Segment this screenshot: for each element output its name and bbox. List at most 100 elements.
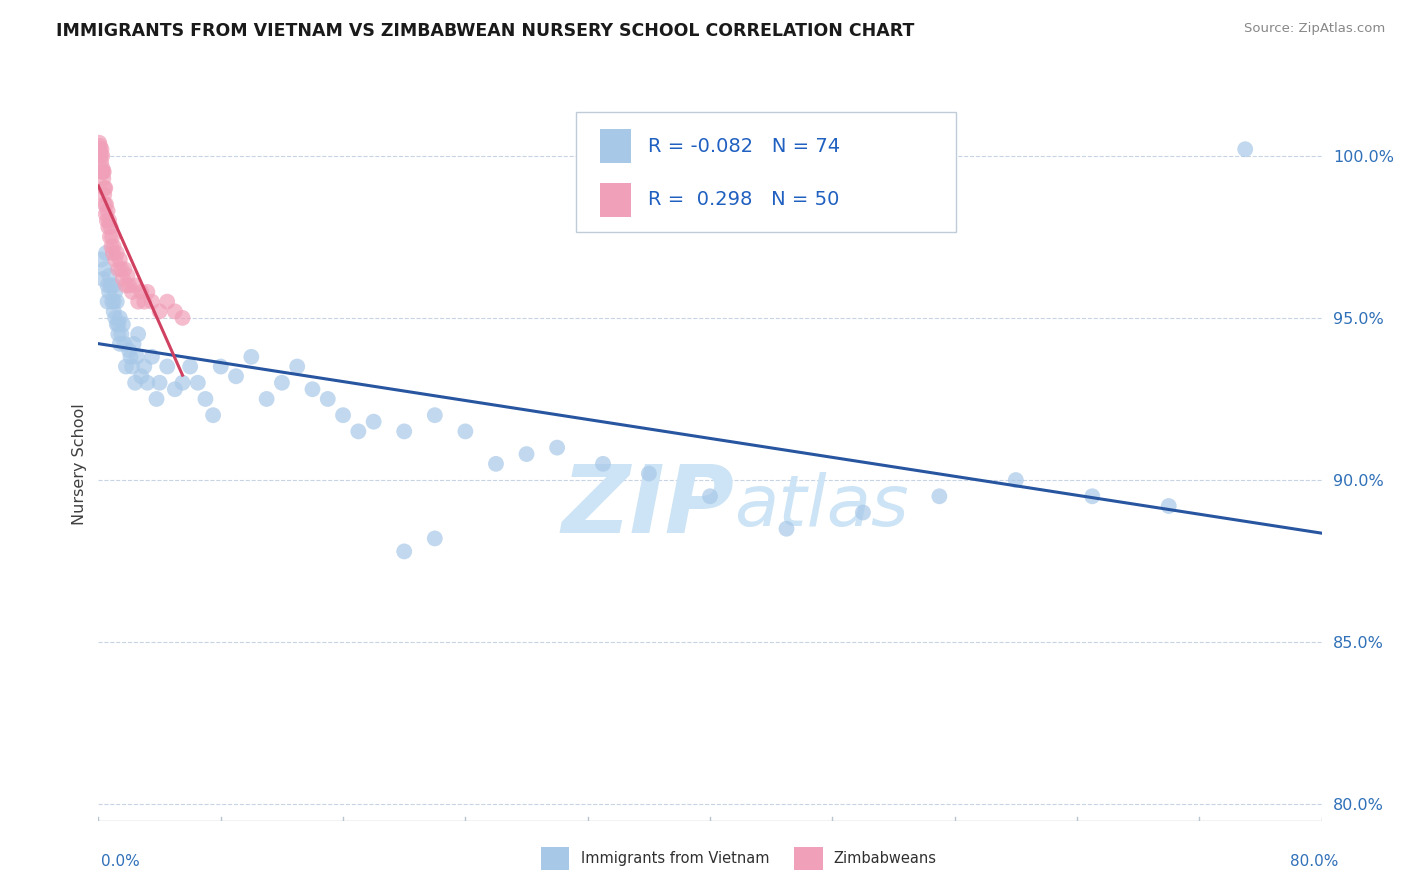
Point <box>129 369 152 384</box>
Text: ZIP: ZIP <box>561 460 734 553</box>
Point <box>256 392 278 406</box>
Point <box>97 294 120 309</box>
Point <box>172 310 194 325</box>
Point <box>112 336 135 351</box>
Point <box>1157 499 1180 513</box>
Point <box>98 229 121 244</box>
Point <box>115 278 138 293</box>
Point <box>110 327 132 342</box>
Point <box>90 142 112 156</box>
Point <box>637 467 661 481</box>
Point <box>100 220 122 235</box>
Point <box>202 408 225 422</box>
Point <box>156 359 179 374</box>
Point <box>149 304 172 318</box>
Point <box>775 522 797 536</box>
Point <box>97 220 120 235</box>
Point <box>127 294 149 309</box>
Point <box>107 318 129 332</box>
Point <box>347 425 370 439</box>
Point <box>117 268 139 283</box>
Point <box>423 408 446 422</box>
Point <box>94 181 117 195</box>
Point <box>89 136 111 150</box>
Point <box>121 285 143 299</box>
Point <box>90 165 112 179</box>
Point <box>103 278 125 293</box>
Point <box>98 213 121 227</box>
Point <box>145 392 167 406</box>
Point <box>91 161 114 176</box>
Point <box>485 457 508 471</box>
Point <box>107 262 129 277</box>
Point <box>129 285 152 299</box>
Point <box>101 246 124 260</box>
Point <box>301 382 323 396</box>
Point <box>122 336 145 351</box>
Point <box>163 382 186 396</box>
Text: R =  0.298   N = 50: R = 0.298 N = 50 <box>648 190 839 210</box>
Point <box>285 359 308 374</box>
Point <box>104 310 127 325</box>
Point <box>699 489 721 503</box>
Point <box>134 359 156 374</box>
Point <box>91 165 114 179</box>
Point <box>124 376 146 390</box>
Point <box>105 294 128 309</box>
Point <box>332 408 354 422</box>
Point <box>392 544 416 558</box>
Point <box>141 294 163 309</box>
Text: atlas: atlas <box>734 472 910 541</box>
Point <box>105 246 128 260</box>
Point <box>108 252 131 267</box>
Point <box>1081 489 1104 503</box>
Point <box>852 506 875 520</box>
Point <box>98 268 121 283</box>
Point <box>103 304 125 318</box>
Point <box>172 376 194 390</box>
Point <box>100 239 122 253</box>
Point <box>91 171 114 186</box>
Point <box>454 425 477 439</box>
Point <box>115 359 138 374</box>
Point <box>103 294 125 309</box>
Point <box>118 278 141 293</box>
Point <box>90 155 112 169</box>
Text: Source: ZipAtlas.com: Source: ZipAtlas.com <box>1244 22 1385 36</box>
Point <box>316 392 339 406</box>
Point <box>103 239 125 253</box>
Point <box>187 376 209 390</box>
Point <box>104 252 127 267</box>
Point <box>546 441 568 455</box>
Point <box>125 350 148 364</box>
Text: 0.0%: 0.0% <box>101 854 141 869</box>
Point <box>91 149 114 163</box>
Y-axis label: Nursery School: Nursery School <box>72 403 87 524</box>
Point <box>101 294 124 309</box>
Point <box>89 145 111 160</box>
Point <box>118 343 141 358</box>
Point <box>136 376 159 390</box>
Point <box>105 318 128 332</box>
Point <box>121 359 143 374</box>
Text: 80.0%: 80.0% <box>1291 854 1339 869</box>
Point <box>392 425 416 439</box>
Point <box>156 294 179 309</box>
Point <box>93 262 115 277</box>
Point <box>89 142 111 156</box>
Point <box>94 207 117 221</box>
Point <box>97 278 120 293</box>
Point <box>110 262 132 277</box>
Point <box>209 359 232 374</box>
Point <box>163 304 186 318</box>
Point <box>108 336 131 351</box>
Point <box>96 213 118 227</box>
Point <box>516 447 538 461</box>
Point <box>124 278 146 293</box>
Point <box>100 278 122 293</box>
Text: Zimbabweans: Zimbabweans <box>834 851 936 866</box>
Point <box>240 350 263 364</box>
Point <box>91 272 114 286</box>
Point <box>111 318 134 332</box>
Text: R = -0.082   N = 74: R = -0.082 N = 74 <box>648 136 841 156</box>
